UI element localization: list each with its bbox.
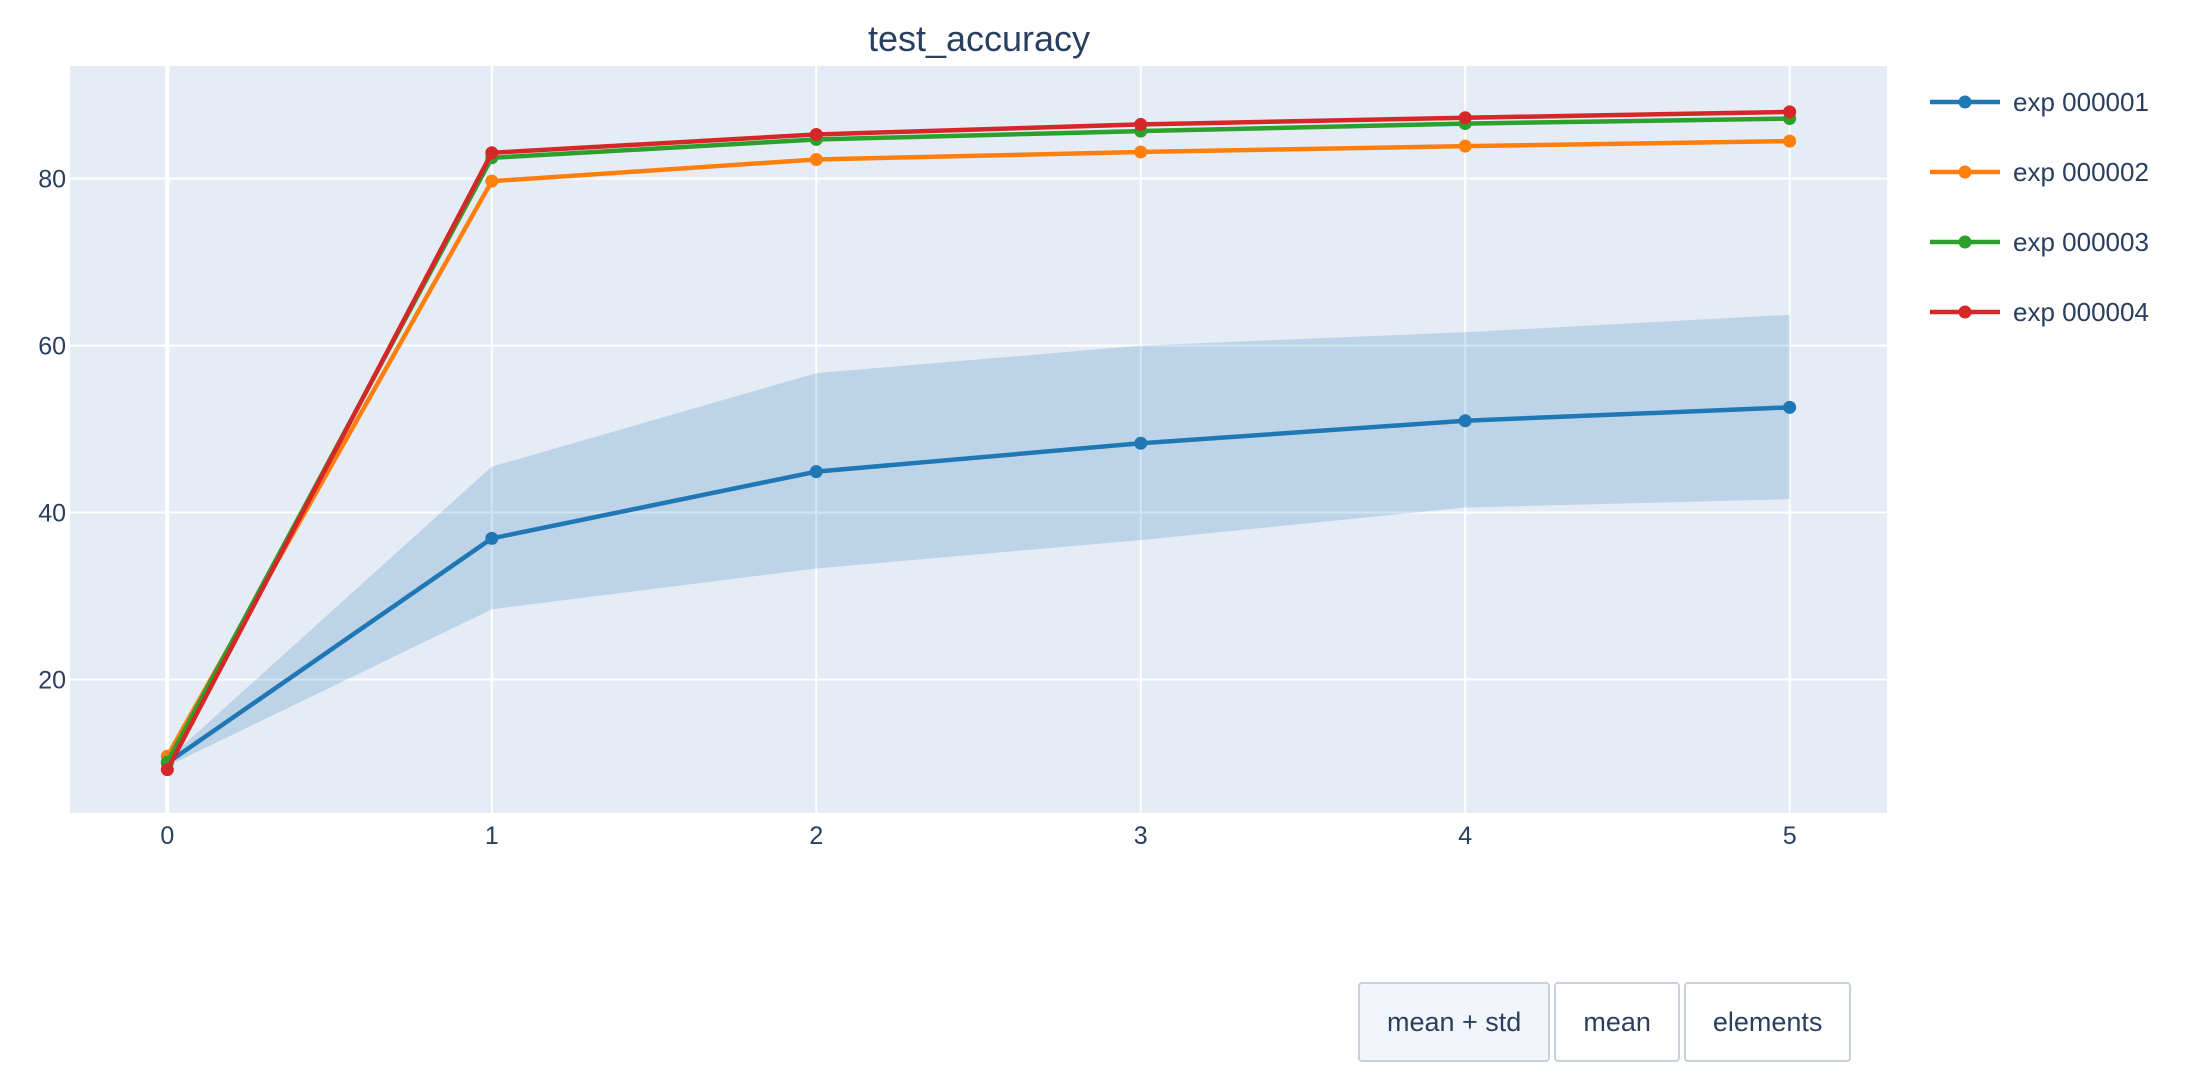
data-point-4[interactable]: [485, 146, 499, 160]
legend-label: exp 000004: [2013, 297, 2149, 327]
data-point-4[interactable]: [160, 763, 174, 777]
legend-label: exp 000002: [2013, 157, 2149, 187]
data-point-4[interactable]: [809, 127, 823, 141]
x-tick-label: 5: [1783, 822, 1797, 850]
data-point-1[interactable]: [1134, 436, 1148, 450]
data-point-2[interactable]: [1458, 139, 1472, 153]
x-tick-label: 2: [809, 822, 823, 850]
legend-label: exp 000003: [2013, 227, 2149, 257]
series-lines: [160, 105, 1797, 777]
elements-button[interactable]: elements: [1683, 982, 1852, 1062]
data-point-4[interactable]: [1783, 105, 1797, 119]
data-point-1[interactable]: [485, 531, 499, 545]
legend[interactable]: exp 000001 exp 000002 exp 000003 exp 000004: [1930, 87, 2149, 327]
legend-swatch-marker: [1958, 235, 1972, 249]
data-point-2[interactable]: [1783, 134, 1797, 148]
series-line-1: [166, 405, 1790, 765]
x-tick-label: 1: [485, 822, 499, 850]
x-tick-label: 4: [1458, 822, 1472, 850]
x-tick-label: 3: [1134, 822, 1148, 850]
y-tick-label: 20: [38, 666, 66, 694]
data-point-1[interactable]: [1783, 400, 1797, 414]
data-point-1[interactable]: [1458, 414, 1472, 428]
legend-swatch-marker: [1958, 305, 1972, 319]
series-line-4: [165, 109, 1790, 771]
mean-button[interactable]: mean: [1554, 982, 1680, 1062]
legend-label: exp 000001: [2013, 87, 2149, 117]
data-point-2[interactable]: [1134, 145, 1148, 159]
chart-title: test_accuracy: [868, 18, 1090, 59]
data-point-4[interactable]: [1458, 111, 1472, 125]
mean-std-button[interactable]: mean + std: [1358, 982, 1551, 1062]
data-point-1[interactable]: [809, 465, 823, 479]
data-point-4[interactable]: [1134, 117, 1148, 131]
legend-swatch-marker: [1958, 95, 1972, 109]
y-tick-label: 80: [38, 166, 66, 194]
series-line-2: [165, 138, 1790, 758]
display-mode-buttons: mean + std mean elements: [1358, 982, 1852, 1062]
data-point-2[interactable]: [485, 174, 499, 188]
legend-item[interactable]: exp 000001: [1930, 87, 2149, 117]
plot-background: [70, 66, 1887, 813]
data-point-2[interactable]: [809, 152, 823, 166]
y-tick-label: 60: [38, 333, 66, 361]
legend-swatch-marker: [1958, 165, 1972, 179]
legend-item[interactable]: exp 000004: [1930, 297, 2149, 327]
grid: [70, 66, 1887, 813]
axis-ticks: 0 1 2 3 4 5 20 40 60 80: [38, 166, 1796, 850]
legend-item[interactable]: exp 000003: [1930, 227, 2149, 257]
x-tick-label: 0: [160, 822, 174, 850]
y-tick-label: 40: [38, 500, 66, 528]
legend-item[interactable]: exp 000002: [1930, 157, 2149, 187]
